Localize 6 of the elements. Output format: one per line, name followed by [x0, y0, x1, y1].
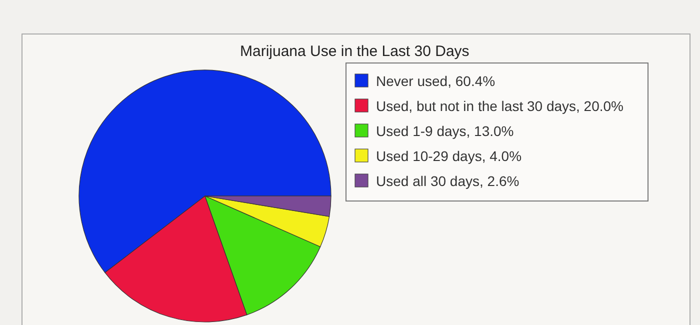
chart-title: Marijuana Use in the Last 30 Days: [240, 43, 470, 60]
legend-label: Used 1-9 days, 13.0%: [376, 123, 514, 139]
legend-label: Used all 30 days, 2.6%: [376, 173, 520, 189]
legend-label: Used, but not in the last 30 days, 20.0%: [376, 98, 624, 114]
legend-label: Never used, 60.4%: [376, 73, 496, 89]
legend-label: Used 10-29 days, 4.0%: [376, 148, 522, 164]
